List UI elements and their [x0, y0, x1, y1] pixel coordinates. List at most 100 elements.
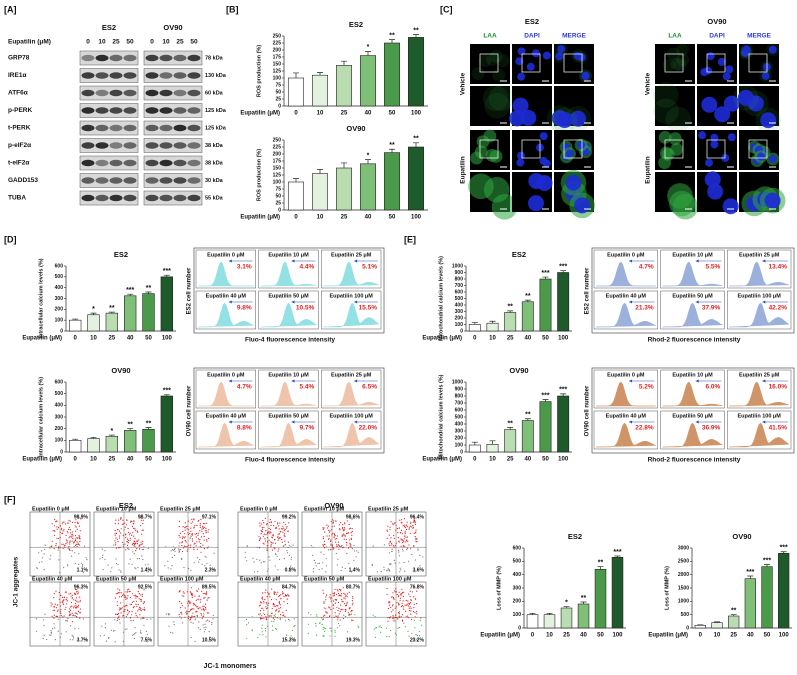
event-dot: [68, 611, 70, 613]
event-dot: [130, 619, 132, 622]
event-dot: [262, 598, 264, 600]
event-dot: [341, 534, 343, 536]
bar: [504, 429, 517, 453]
event-dot: [142, 602, 144, 605]
event-dot: [140, 594, 142, 596]
event-dot: [119, 622, 121, 624]
channel-label: LAA: [483, 33, 497, 40]
event-dot: [198, 599, 200, 601]
event-dot: [263, 543, 265, 545]
event-dot: [71, 634, 73, 637]
blot-band: [145, 177, 159, 184]
event-dot: [133, 535, 135, 537]
y-tick-label: 0: [518, 625, 521, 631]
event-dot: [395, 524, 397, 526]
nucleus: [573, 51, 582, 60]
event-dot: [348, 562, 350, 564]
event-dot: [414, 522, 416, 524]
y-tick-label: 200: [513, 599, 522, 605]
event-dot: [174, 554, 176, 557]
y-tick-label: 400: [55, 285, 64, 291]
histogram-percent: 6.0%: [706, 384, 721, 391]
event-dot: [345, 541, 347, 544]
event-dot: [195, 604, 197, 607]
event-dot: [343, 529, 345, 532]
event-dot: [54, 627, 56, 629]
event-dot: [135, 632, 137, 634]
event-dot: [192, 616, 194, 618]
event-dot: [341, 544, 343, 546]
event-dot: [385, 627, 387, 629]
event-dot: [274, 520, 276, 523]
y-axis-label: Intracellular calcium levels (%): [38, 258, 44, 338]
histogram-label: Eupatilin 50 μM: [672, 413, 713, 419]
event-dot: [129, 617, 132, 619]
x-tick-label: 40: [365, 111, 372, 117]
event-dot: [268, 592, 270, 594]
event-dot: [36, 567, 38, 569]
event-dot: [383, 544, 385, 546]
event-dot: [252, 557, 254, 559]
event-dot: [410, 607, 412, 609]
event-dot: [267, 544, 269, 546]
event-dot: [123, 593, 125, 595]
event-dot: [178, 520, 181, 523]
event-dot: [130, 603, 133, 606]
event-dot: [400, 594, 402, 596]
event-dot: [333, 607, 335, 609]
event-dot: [275, 605, 277, 608]
event-dot: [190, 617, 193, 619]
event-dot: [101, 548, 103, 550]
y-tick-label: 200: [455, 435, 464, 441]
event-dot: [81, 565, 84, 567]
y-tick-label: 175: [273, 158, 282, 164]
event-dot: [399, 616, 401, 619]
blot-strip: [143, 68, 203, 83]
x-tick-label: 0: [294, 215, 298, 221]
histogram-percent: 3.1%: [237, 264, 252, 271]
event-dot: [401, 602, 403, 605]
y-tick-label: 600: [55, 379, 64, 385]
event-dot: [323, 540, 325, 542]
event-dot: [104, 623, 107, 625]
event-dot: [209, 564, 211, 566]
event-dot: [207, 531, 209, 533]
event-dot: [344, 523, 346, 525]
event-dot: [69, 608, 71, 610]
event-dot: [207, 597, 209, 599]
event-dot: [397, 618, 399, 620]
event-dot: [398, 615, 400, 617]
event-dot: [332, 544, 334, 546]
event-dot: [143, 617, 145, 620]
blot-band: [109, 159, 123, 167]
error-bar: [764, 564, 770, 567]
event-dot: [203, 627, 205, 629]
event-dot: [117, 588, 119, 590]
event-dot: [135, 612, 137, 614]
gate-arrowhead: [291, 379, 295, 383]
event-dot: [118, 569, 120, 571]
event-dot: [288, 544, 290, 546]
nucleus: [717, 57, 726, 66]
event-dot: [115, 547, 118, 549]
zoom-box: [521, 53, 541, 73]
event-dot: [407, 617, 409, 619]
histogram-percent: 4.7%: [237, 384, 252, 391]
event-dot: [398, 541, 400, 543]
event-dot: [274, 616, 276, 618]
event-dot: [349, 545, 351, 547]
histogram-label: Eupatilin 40 μM: [606, 293, 647, 299]
event-dot: [354, 614, 356, 616]
histogram-label: Eupatilin 40 μM: [206, 293, 247, 299]
event-dot: [190, 592, 192, 594]
bar: [744, 578, 756, 629]
event-dot: [203, 597, 205, 599]
event-dot: [391, 550, 393, 553]
event-dot: [286, 598, 288, 600]
event-dot: [315, 623, 317, 625]
event-dot: [70, 595, 72, 597]
event-dot: [266, 607, 268, 609]
micrograph: [470, 44, 510, 84]
event-dot: [164, 565, 166, 567]
laa-signal: [489, 150, 503, 163]
